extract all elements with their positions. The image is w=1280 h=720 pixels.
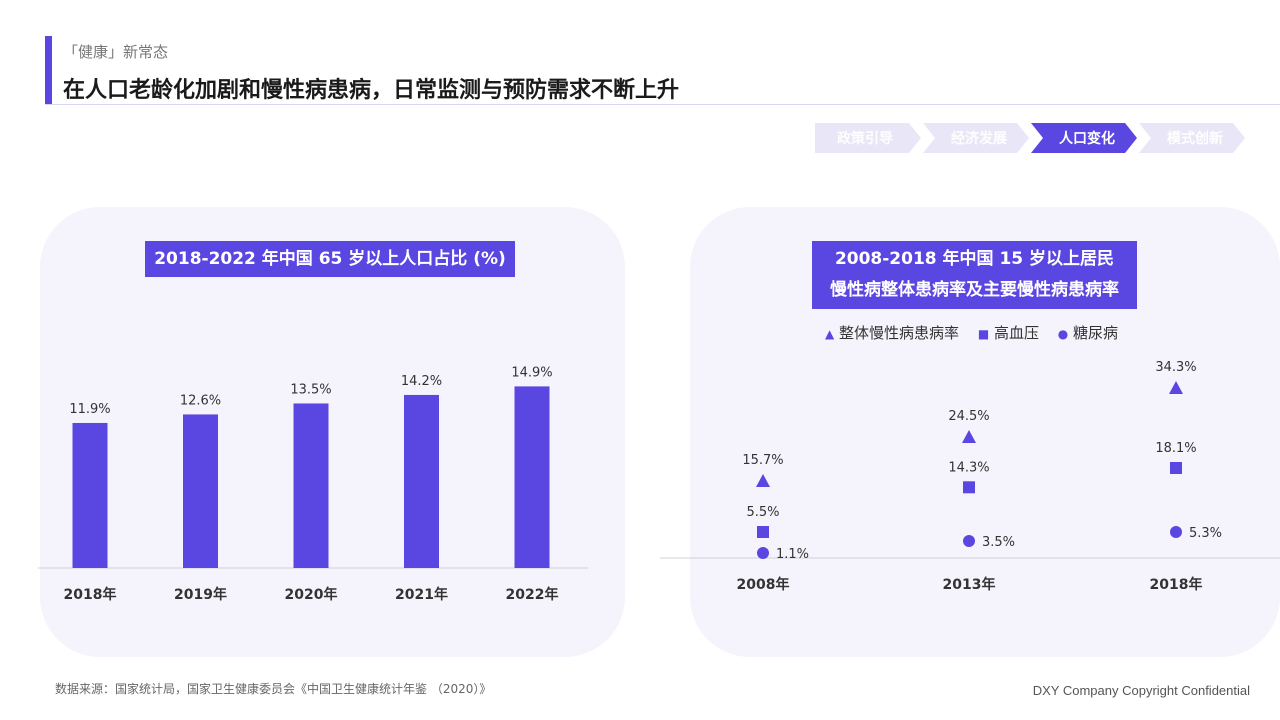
header-divider (45, 104, 1280, 105)
circle-marker-icon: ● (1057, 327, 1069, 341)
diabetes-label-1: 1.1% (776, 547, 809, 562)
bar-category-label-5: 2022年 (506, 586, 559, 603)
hypertension-point-1 (757, 526, 769, 538)
legend-item-overall: ▲ 整体慢性病患病率 (825, 324, 959, 342)
bar-value-label-2: 12.6% (180, 393, 221, 408)
bar-4 (404, 394, 439, 568)
bar-value-label-4: 14.2% (401, 374, 442, 389)
bar-chart: 11.9% 2018年 12.6% 2019年 13.5% 2020年 14.2% 2021年… (38, 365, 588, 603)
bar-value-label-3: 13.5% (290, 382, 331, 397)
bar-5 (514, 386, 550, 568)
bar-category-label-2: 2019年 (174, 586, 227, 603)
diabetes-label-3: 5.3% (1189, 526, 1222, 541)
square-marker-icon: ■ (977, 327, 990, 341)
legend-item-hypertension: ■ 高血压 (978, 324, 1039, 342)
overall-point-3 (1169, 381, 1183, 394)
bar-category-label-4: 2021年 (395, 586, 448, 603)
step-2[interactable] (923, 123, 1029, 153)
section-kicker: 「健康」新常态 (63, 43, 169, 61)
bar-3 (293, 403, 329, 568)
step-3[interactable] (1031, 123, 1137, 153)
step-label-2: 经济发展 (951, 130, 1007, 147)
diabetes-point-1 (757, 547, 769, 559)
bar-value-label-1: 11.9% (69, 402, 110, 417)
diabetes-point-3 (1170, 526, 1182, 538)
overall-point-1 (756, 474, 770, 487)
triangle-marker-icon: ▲ (825, 327, 835, 341)
step-1[interactable] (815, 123, 921, 153)
step-4[interactable] (1139, 123, 1245, 153)
step-label-1: 政策引导 (837, 130, 893, 147)
scatter-category-label-1: 2008年 (737, 576, 790, 593)
scatter-category-label-2: 2013年 (943, 576, 996, 593)
hypertension-point-2 (963, 481, 975, 494)
legend-label-overall: 整体慢性病患病率 (839, 324, 960, 342)
scatter-chart-title-line-2: 慢性病整体患病率及主要慢性病患病率 (830, 280, 1119, 300)
header-accent-bar (45, 36, 52, 104)
page-title: 在人口老龄化加剧和慢性病患病，日常监测与预防需求不断上升 (63, 78, 680, 103)
copyright-notice: DXY Company Copyright Confidential (1032, 683, 1250, 698)
legend-label-diabetes: 糖尿病 (1073, 324, 1119, 342)
scatter-chart-title: 2008-2018 年中国 15 岁以上居民 慢性病整体患病率及主要慢性病患病率 (812, 241, 1137, 309)
hypertension-point-3 (1170, 462, 1182, 474)
scatter-legend: ▲ 整体慢性病患病率 ■ 高血压 ● 糖尿病 (825, 322, 1132, 343)
overall-point-2 (962, 430, 976, 443)
scatter-chart: 2008年 2013年 2018年 15.7% 24.5% 34.3% 5.5% 14.3% 1… (660, 360, 1280, 593)
diabetes-label-2: 3.5% (982, 535, 1015, 550)
legend-item-diabetes: ● 糖尿病 (1058, 324, 1118, 342)
step-label-4: 模式创新 (1167, 130, 1223, 147)
bar-category-label-3: 2020年 (285, 586, 338, 603)
bar-2 (183, 414, 218, 568)
legend-label-hypertension: 高血压 (993, 324, 1039, 342)
data-source-note: 数据来源：国家统计局，国家卫生健康委员会《中国卫生健康统计年鉴 （2020）》 (55, 682, 492, 696)
overall-label-2: 24.5% (948, 409, 989, 424)
hypertension-label-2: 14.3% (948, 460, 989, 475)
overall-label-1: 15.7% (742, 453, 783, 468)
bar-chart-title: 2018-2022 年中国 65 岁以上人口占比 (%) (145, 241, 515, 277)
step-label-3: 人口变化 (1059, 130, 1115, 147)
bar-value-label-5: 14.9% (511, 365, 552, 380)
scatter-chart-title-line-1: 2008-2018 年中国 15 岁以上居民 (834, 249, 1115, 269)
hypertension-label-3: 18.1% (1155, 441, 1196, 456)
step-navigation: 政策引导 经济发展 人口变化 模式创新 (815, 123, 1245, 153)
hypertension-label-1: 5.5% (746, 505, 779, 520)
bar-1 (72, 422, 108, 568)
scatter-category-label-3: 2018年 (1150, 576, 1203, 593)
overall-label-3: 34.3% (1155, 360, 1196, 375)
diabetes-point-2 (963, 535, 975, 547)
bar-category-label-1: 2018年 (64, 586, 117, 603)
